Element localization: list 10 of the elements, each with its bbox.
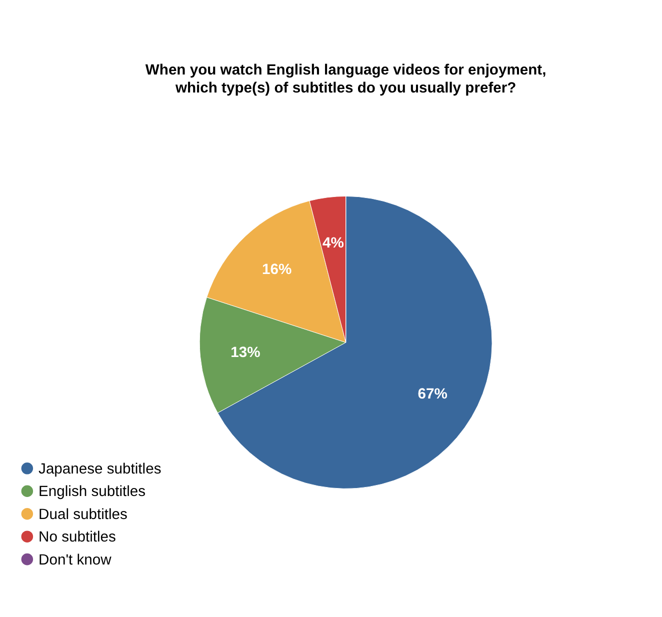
- legend-label: Japanese subtitles: [38, 461, 162, 478]
- data-label: 16%: [262, 262, 292, 278]
- data-label: 13%: [230, 344, 260, 361]
- data-label: 4%: [322, 235, 344, 252]
- legend-label: No subtitles: [38, 530, 116, 546]
- chart-title: When you watch English language videos for enjoyment, which type(s) of subtitles do you usually prefer?: [145, 62, 546, 96]
- legend-label: Dual subtitles: [38, 506, 128, 523]
- data-label: 67%: [418, 386, 448, 403]
- legend-label: Don't know: [38, 552, 112, 568]
- legend-label: English subtitles: [38, 484, 146, 500]
